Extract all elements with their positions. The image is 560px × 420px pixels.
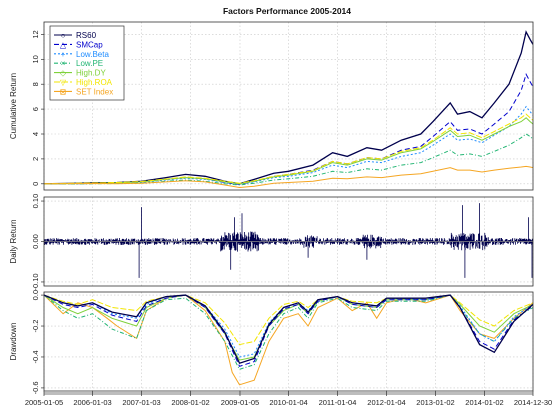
legend-marker-icon: ○ xyxy=(61,31,66,40)
legend-box xyxy=(49,25,125,101)
y-tick-label: 4 xyxy=(31,132,40,136)
y-axis-label: Drawdown xyxy=(9,323,18,361)
legend-item-low-pe: × Low.PE xyxy=(54,59,103,68)
y-tick-label: -0.10 xyxy=(31,273,40,290)
legend-marker-icon: + xyxy=(61,50,66,59)
series-high-roa-line xyxy=(44,113,533,185)
x-tick-label: 2014-12-30 xyxy=(514,398,552,407)
chart-panels: 0 2 4 6 8 10 12 Cumulative Return -0.10 0.00 0.10 D… xyxy=(9,21,534,394)
legend-item-rs60: ○ RS60 xyxy=(54,31,97,40)
legend-label: RS60 xyxy=(76,31,97,40)
legend-item-set-index: ⊠ SET Index xyxy=(54,87,113,96)
x-tick-label: 2012-01-04 xyxy=(367,398,405,407)
series-high-roa-line xyxy=(44,294,533,346)
y-tick-label: 8 xyxy=(31,82,40,86)
legend-label: Low.PE xyxy=(76,59,103,68)
y-tick-label: -0.2 xyxy=(31,320,40,333)
series-group xyxy=(44,203,533,278)
panel-daily: -0.10 0.00 0.10 Daily Return xyxy=(9,194,534,291)
x-tick-label: 2008-01-02 xyxy=(171,398,209,407)
legend-label: Low.Beta xyxy=(76,50,109,59)
y-axis-label: Daily Return xyxy=(9,219,18,263)
legend-item-high-dy: ◇ High.DY xyxy=(54,69,106,78)
legend-label: SET Index xyxy=(76,87,113,96)
x-tick-label: 2010-01-04 xyxy=(269,398,307,407)
series-set-index-line xyxy=(44,165,533,189)
x-tick-label: 2013-01-02 xyxy=(416,398,454,407)
chart-title: Factors Performance 2005-2014 xyxy=(223,6,351,16)
legend-marker-icon: △ xyxy=(60,40,67,49)
y-tick-label: 0 xyxy=(31,182,40,186)
series-low-pe-line xyxy=(44,294,533,370)
y-tick-label: 6 xyxy=(31,107,40,111)
legend-marker-icon: ▽ xyxy=(60,78,67,87)
x-tick-label: 2011-01-04 xyxy=(319,398,357,407)
y-tick-label: 12 xyxy=(31,30,40,38)
series-group xyxy=(44,30,533,189)
y-tick-label: 0.00 xyxy=(31,234,40,249)
legend: ○ RS60 △ SMCap + Low.Beta × Low.PE ◇ High.DY ▽ High… xyxy=(49,25,125,101)
x-tick-label: 2005-01-05 xyxy=(25,398,63,407)
y-tick-label: -0.4 xyxy=(31,351,40,364)
legend-label: High.DY xyxy=(76,69,106,78)
series-rs60-line xyxy=(44,294,533,364)
panel-frame xyxy=(43,21,534,191)
legend-item-smcap: △ SMCap xyxy=(54,40,103,49)
y-tick-label: 0.0 xyxy=(31,290,40,300)
x-tick-label: 2006-01-03 xyxy=(73,398,111,407)
series-group xyxy=(44,294,533,386)
series-rs60-line xyxy=(44,30,533,185)
y-tick-label: 2 xyxy=(31,157,40,161)
y-tick-label: 10 xyxy=(31,55,40,63)
series-low-beta-line xyxy=(44,294,533,358)
panel-frame xyxy=(43,196,534,287)
panel-cumulative: 0 2 4 6 8 10 12 Cumulative Return xyxy=(9,21,534,191)
y-tick-label: 0.10 xyxy=(31,194,40,209)
x-tick-label: 2009-01-05 xyxy=(221,398,259,407)
y-tick-label: -0.6 xyxy=(31,381,40,394)
panel-drawdown: 0.0 -0.2 -0.4 -0.6 Drawdown xyxy=(9,290,534,394)
legend-marker-icon: ◇ xyxy=(60,69,67,78)
legend-label: High.ROA xyxy=(76,78,113,87)
legend-item-low-beta: + Low.Beta xyxy=(54,50,109,59)
legend-item-high-roa: ▽ High.ROA xyxy=(54,78,113,87)
x-tick-label: 2014-01-02 xyxy=(465,398,503,407)
legend-marker-icon: ⊠ xyxy=(60,87,67,96)
x-axis: 2005-01-05 2006-01-03 2007-01-03 2008-01-02… xyxy=(25,391,552,407)
x-tick-label: 2007-01-03 xyxy=(122,398,160,407)
legend-marker-icon: × xyxy=(61,59,66,68)
y-axis-label: Cumulative Return xyxy=(9,73,18,139)
legend-label: SMCap xyxy=(76,40,103,49)
